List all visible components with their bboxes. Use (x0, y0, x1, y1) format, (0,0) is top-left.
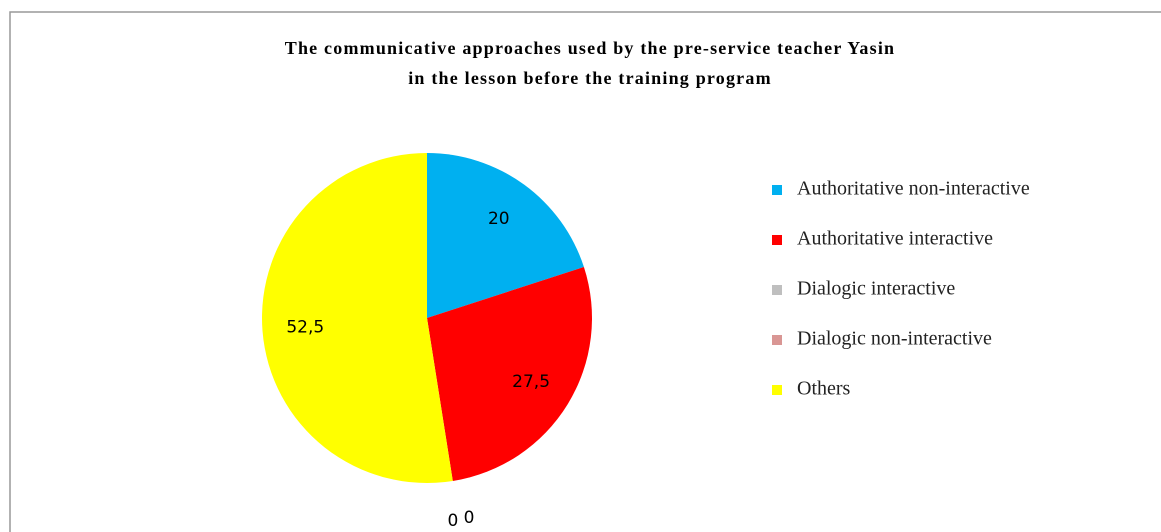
data-label: 0 (448, 511, 459, 531)
pie-slice (427, 153, 584, 318)
legend-label: Dialogic non-interactive (797, 328, 992, 350)
legend-label: Authoritative non-interactive (797, 178, 1030, 200)
legend-swatch (772, 235, 782, 245)
legend-swatch (772, 185, 782, 195)
legend-label: Dialogic interactive (797, 278, 955, 300)
chart-title: The communicative approaches used by the… (285, 38, 896, 58)
pie-slice (427, 267, 592, 481)
chart-title: in the lesson before the training progra… (408, 68, 772, 88)
legend-swatch (772, 335, 782, 345)
data-label: 20 (488, 209, 510, 229)
legend-label: Others (797, 378, 851, 400)
data-label: 27,5 (512, 372, 550, 392)
legend-swatch (772, 285, 782, 295)
legend-label: Authoritative interactive (797, 228, 993, 250)
data-label: 52,5 (286, 318, 324, 338)
data-label: 0 (464, 508, 475, 528)
chart-frame (9, 11, 1161, 532)
pie-slice (261, 153, 453, 484)
legend-swatch (772, 385, 782, 395)
